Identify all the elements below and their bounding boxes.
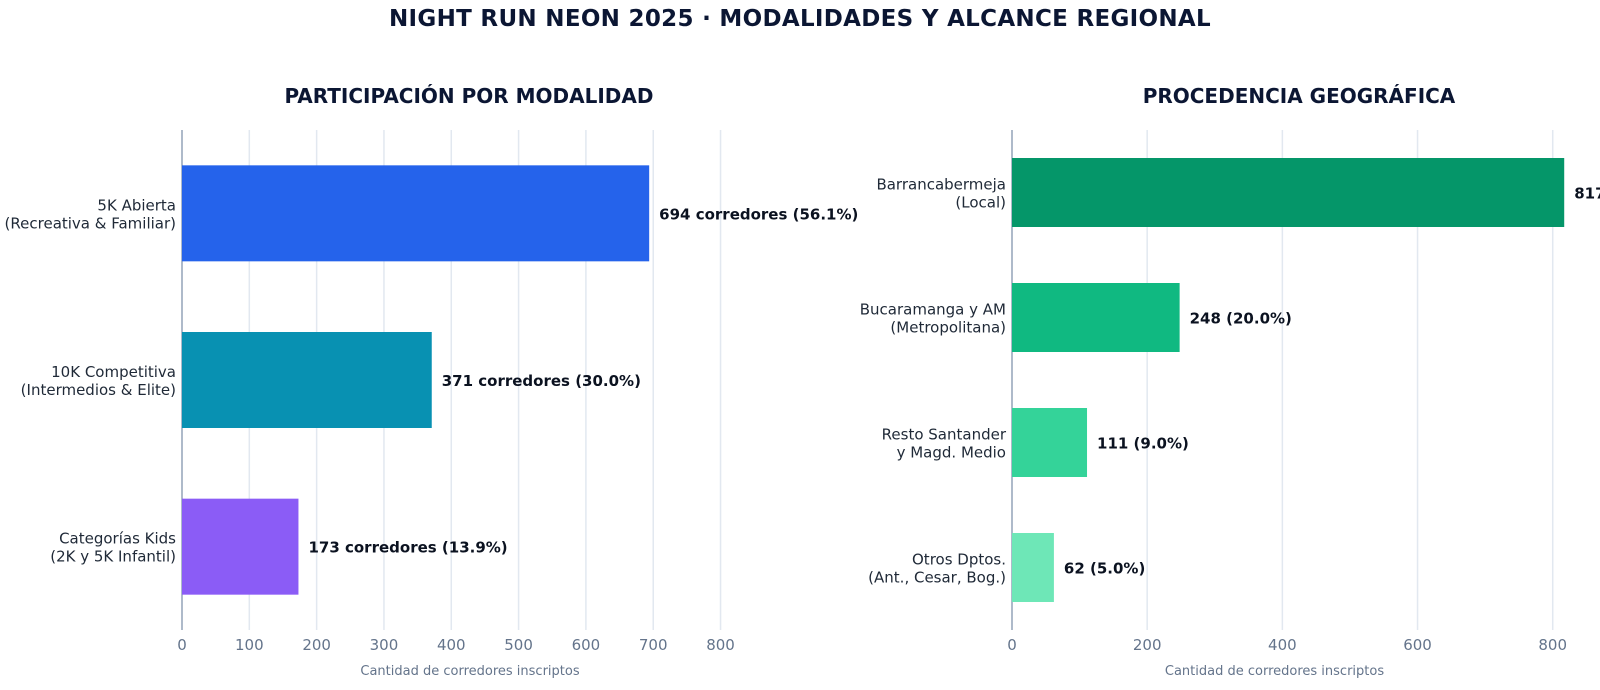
x-tick-label: 0 <box>177 636 187 654</box>
bar <box>1012 158 1565 227</box>
category-label: Barrancabermeja (Local) <box>876 176 1006 212</box>
x-tick-label: 500 <box>504 636 533 654</box>
data-label: 248 (20.0%) <box>1190 310 1292 328</box>
data-label: 694 corredores (56.1%) <box>659 205 858 223</box>
x-axis-title: Cantidad de corredores inscriptos <box>1165 664 1384 679</box>
x-tick-label: 400 <box>1268 636 1297 654</box>
page-title: NIGHT RUN NEON 2025 · MODALIDADES Y ALCA… <box>389 6 1211 32</box>
bar <box>182 332 432 428</box>
chart-title: PARTICIPACIÓN POR MODALIDAD <box>284 84 653 108</box>
data-label: 371 corredores (30.0%) <box>442 372 641 390</box>
data-label: 817 (66.0%) <box>1574 185 1600 203</box>
x-tick-label: 200 <box>1133 636 1162 654</box>
bar <box>182 165 650 262</box>
data-label: 173 corredores (13.9%) <box>308 539 507 557</box>
category-label: 10K Competitiva (Intermedios & Elite) <box>21 363 176 399</box>
chart-title: PROCEDENCIA GEOGRÁFICA <box>1143 84 1456 108</box>
chart-modalidad: PARTICIPACIÓN POR MODALIDAD 0 100 200 300 400… <box>5 84 859 679</box>
data-label: 62 (5.0%) <box>1064 560 1145 578</box>
x-tick-label: 600 <box>1403 636 1432 654</box>
category-label: 5K Abierta (Recreativa & Familiar) <box>5 196 176 232</box>
category-label: Categorías Kids (2K y 5K Infantil) <box>50 530 176 566</box>
data-label: 111 (9.0%) <box>1097 435 1189 453</box>
bar <box>1012 533 1054 602</box>
x-tick-label: 300 <box>370 636 399 654</box>
x-tick-label: 100 <box>235 636 264 654</box>
bar <box>182 498 299 595</box>
x-tick-label: 200 <box>302 636 331 654</box>
x-axis-title: Cantidad de corredores inscriptos <box>360 664 579 679</box>
x-tick-label: 400 <box>437 636 466 654</box>
bar <box>1012 283 1180 352</box>
x-tick-label: 800 <box>1538 636 1567 654</box>
category-label: Resto Santander y Magd. Medio <box>882 426 1007 462</box>
x-tick-label: 600 <box>572 636 601 654</box>
chart-procedencia: PROCEDENCIA GEOGRÁFICA 0 200 400 600 800 817 (… <box>860 84 1600 679</box>
category-label: Bucaramanga y AM (Metropolitana) <box>860 301 1006 337</box>
x-tick-label: 800 <box>706 636 735 654</box>
x-tick-label: 700 <box>639 636 668 654</box>
bar <box>1012 408 1088 477</box>
x-tick-label: 0 <box>1007 636 1017 654</box>
category-label: Otros Dptos. (Ant., Cesar, Bog.) <box>868 551 1006 587</box>
